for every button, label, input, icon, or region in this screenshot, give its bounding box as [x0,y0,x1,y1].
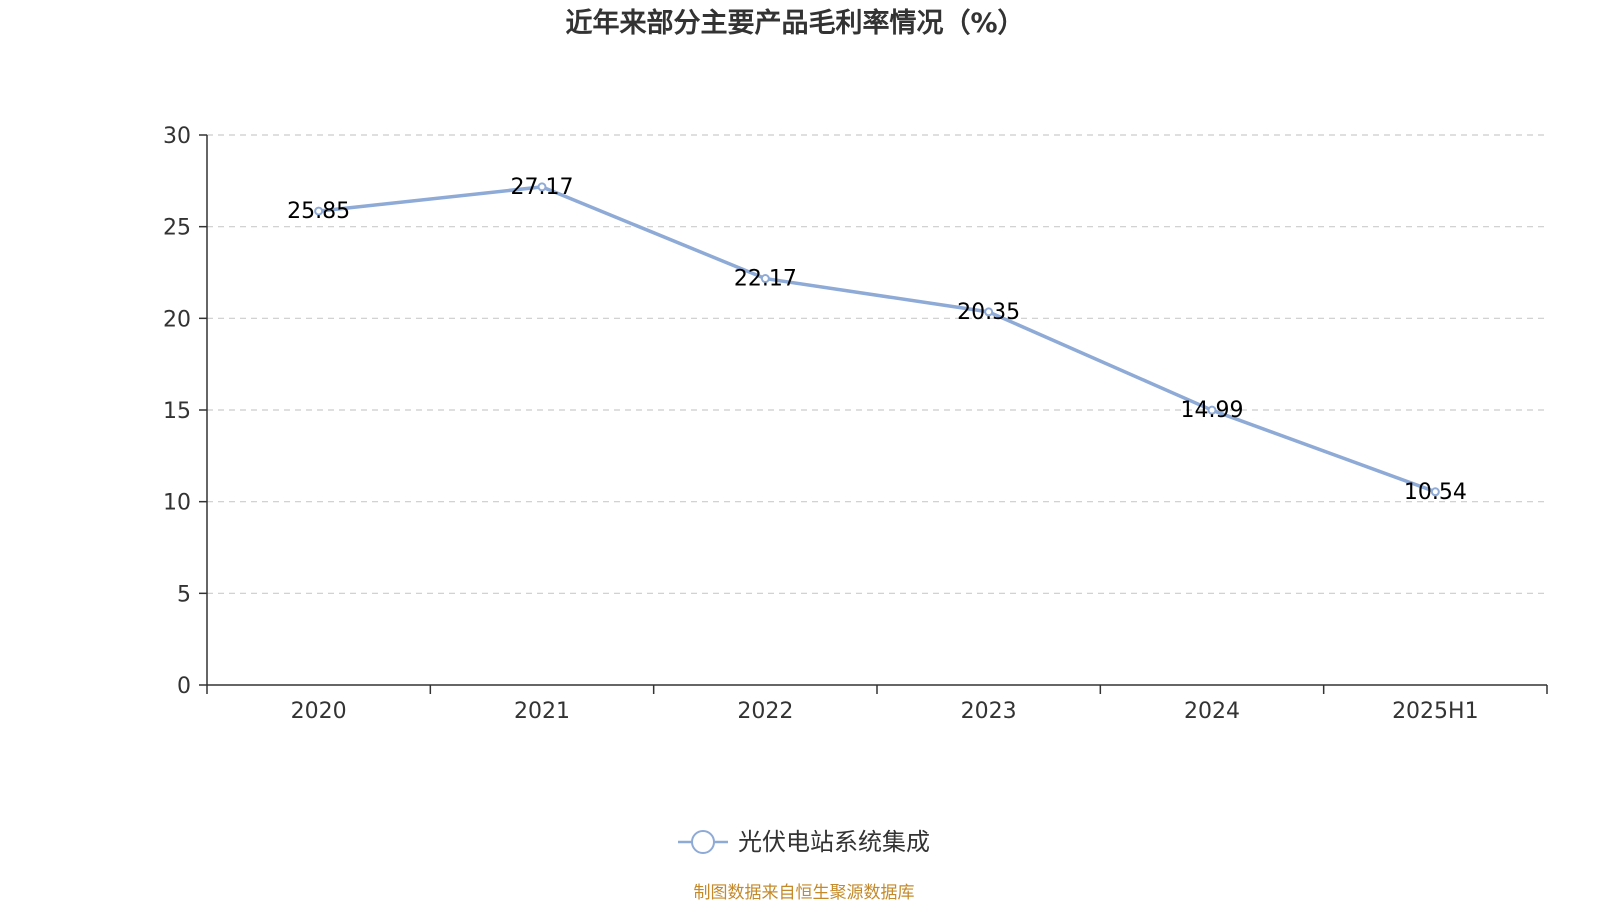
x-tick-label: 2020 [291,699,347,724]
data-point[interactable] [537,182,547,192]
y-tick-label: 20 [163,307,191,332]
legend-marker-icon [691,830,715,854]
y-tick-label: 10 [163,491,191,516]
data-label: 22.17 [734,267,797,292]
data-label: 20.35 [957,300,1020,325]
y-tick-label: 5 [177,582,191,607]
grid-lines [207,134,1547,594]
data-point[interactable] [984,307,994,317]
data-point[interactable] [760,274,770,284]
data-label: 25.85 [287,199,350,224]
y-tick-label: 30 [163,124,191,149]
x-tick-label: 2022 [737,699,793,724]
data-label: 14.99 [1181,398,1244,423]
data-label: 10.54 [1404,480,1467,505]
y-tick-label: 25 [163,216,191,241]
axes: 0 5 10 15 20 25 30 2020 2021 2022 2023 2024 2025H1 [163,124,1548,724]
legend[interactable]: 光伏电站系统集成 [678,828,930,856]
data-point[interactable] [1207,405,1217,415]
x-tick-label: 2021 [514,699,570,724]
x-tick-label: 2024 [1184,699,1240,724]
legend-label: 光伏电站系统集成 [738,828,930,856]
x-tick-label: 2025H1 [1392,699,1479,724]
data-point[interactable] [1430,487,1440,497]
data-label: 27.17 [511,175,574,200]
y-tick-label: 0 [177,674,191,699]
y-tick-label: 15 [163,399,191,424]
series-line [318,185,1436,494]
chart-title: 近年来部分主要产品毛利率情况（%） [565,7,1024,39]
data-point[interactable] [314,206,324,216]
data-labels: 25.85 27.17 22.17 20.35 14.99 10.54 [287,175,1467,505]
series-layer [314,182,1440,497]
source-note: 制图数据来自恒生聚源数据库 [694,883,915,900]
x-tick-label: 2023 [961,699,1017,724]
